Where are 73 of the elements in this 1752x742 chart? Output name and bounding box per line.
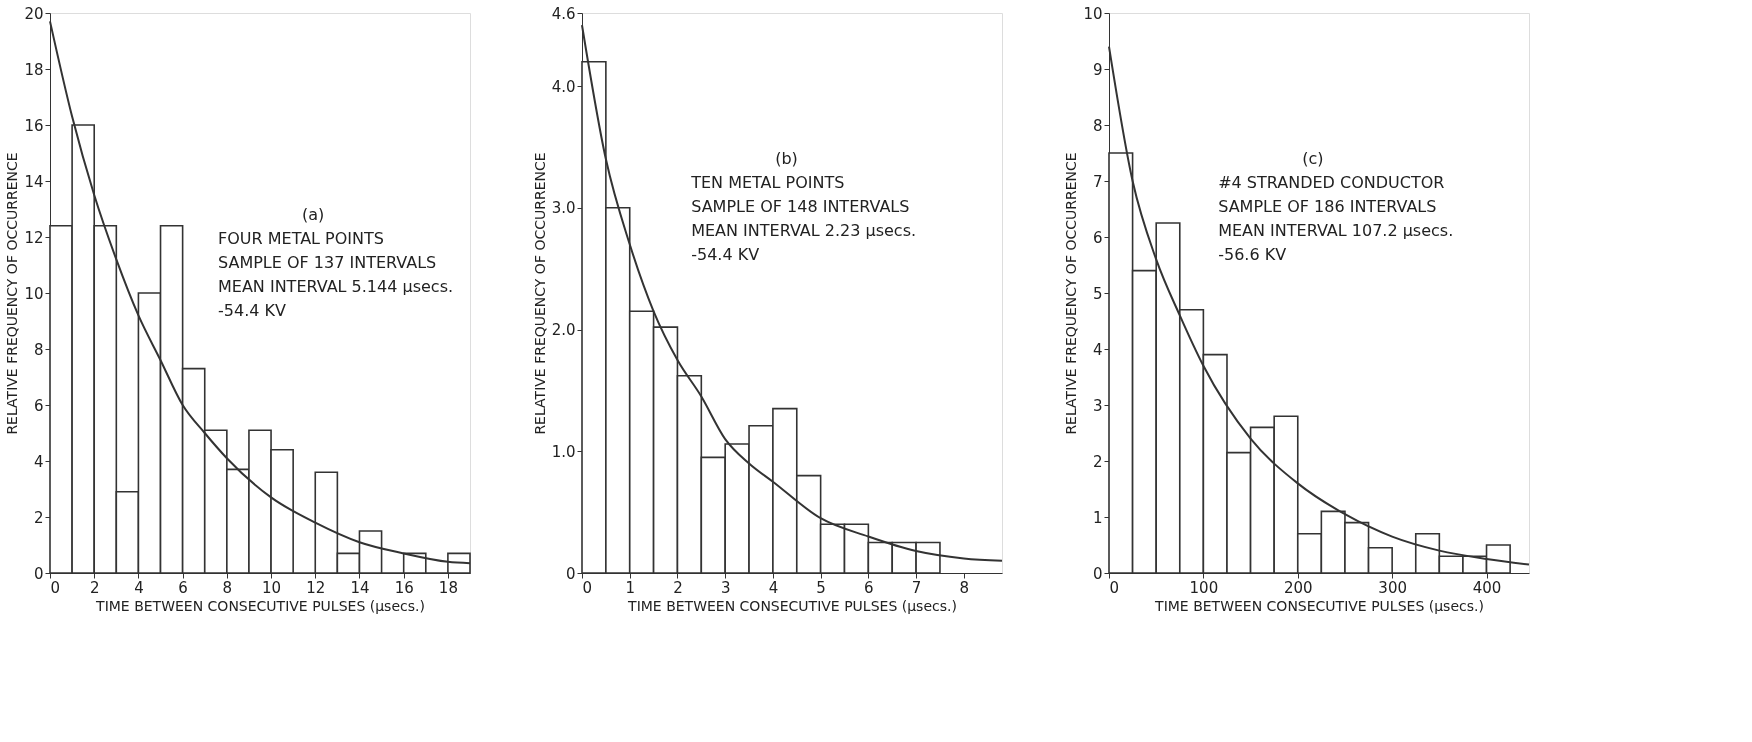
y-tick-label: 0 xyxy=(33,564,44,583)
annotation: TEN METAL POINTS xyxy=(690,172,845,192)
y-tick-label: 3.0 xyxy=(551,199,576,218)
annotation: SAMPLE OF 186 INTERVALS xyxy=(1218,196,1437,216)
y-tick-label: 4 xyxy=(1092,340,1103,359)
y-tick-label: 10 xyxy=(24,284,44,303)
x-tick-label: 0 xyxy=(582,578,593,597)
y-tick-label: 5 xyxy=(1092,284,1103,303)
y-tick-label: 2 xyxy=(1092,452,1103,471)
y-tick-label: 2 xyxy=(33,508,44,527)
y-tick-label: 1.0 xyxy=(551,442,576,461)
x-tick-label: 6 xyxy=(864,578,874,597)
y-tick-label: 16 xyxy=(24,116,44,135)
y-tick-label: 20 xyxy=(24,4,44,23)
y-tick-label: 6 xyxy=(33,396,44,415)
x-tick-label: 14 xyxy=(350,578,370,597)
y-tick-label: 8 xyxy=(33,340,44,359)
x-tick-label: 300 xyxy=(1378,578,1407,597)
x-tick-label: 16 xyxy=(394,578,414,597)
annotation: MEAN INTERVAL 2.23 μsecs. xyxy=(691,220,917,240)
x-tick-label: 18 xyxy=(438,578,458,597)
x-tick-label: 8 xyxy=(959,578,970,597)
x-tick-label: 4 xyxy=(768,578,779,597)
y-tick-label: 7 xyxy=(1092,172,1103,191)
y-tick-label: 8 xyxy=(1092,116,1103,135)
y-tick-label: 18 xyxy=(24,60,44,79)
x-axis-title: TIME BETWEEN CONSECUTIVE PULSES (μsecs.) xyxy=(95,597,425,614)
x-tick-label: 0 xyxy=(1109,578,1120,597)
y-tick-label: 3 xyxy=(1092,396,1103,415)
x-axis-title: TIME BETWEEN CONSECUTIVE PULSES (μsecs.) xyxy=(1154,597,1484,614)
x-tick-label: 12 xyxy=(306,578,326,597)
y-axis-title: RELATIVE FREQUENCY OF OCCURRENCE xyxy=(531,152,548,435)
x-tick-label: 8 xyxy=(222,578,233,597)
y-tick-label: 4 xyxy=(33,452,44,471)
annotation: #4 STRANDED CONDUCTOR xyxy=(1218,172,1445,192)
x-tick-label: 2 xyxy=(89,578,100,597)
annotation: (c) xyxy=(1302,148,1324,168)
x-axis-title: TIME BETWEEN CONSECUTIVE PULSES (μsecs.) xyxy=(627,597,957,614)
y-axis-title: RELATIVE FREQUENCY OF OCCURRENCE xyxy=(1063,152,1080,435)
x-tick-label: 6 xyxy=(178,578,188,597)
annotation: (b) xyxy=(775,148,798,168)
annotation: SAMPLE OF 137 INTERVALS xyxy=(218,252,437,272)
x-tick-label: 10 xyxy=(262,578,282,597)
annotation: SAMPLE OF 148 INTERVALS xyxy=(691,196,910,216)
x-tick-label: 0 xyxy=(50,578,61,597)
x-tick-label: 5 xyxy=(816,578,826,597)
annotation: -54.4 KV xyxy=(218,300,286,320)
x-tick-label: 7 xyxy=(911,578,922,597)
x-tick-label: 3 xyxy=(720,578,731,597)
annotation: MEAN INTERVAL 5.144 μsecs. xyxy=(218,276,454,296)
y-tick-label: 12 xyxy=(24,228,44,247)
y-tick-label: 10 xyxy=(1083,4,1103,23)
annotation: (a) xyxy=(302,204,325,224)
x-tick-label: 100 xyxy=(1189,578,1219,597)
y-tick-label: 9 xyxy=(1092,60,1103,79)
x-tick-label: 400 xyxy=(1472,578,1502,597)
annotation: -56.6 KV xyxy=(1218,244,1287,264)
y-tick-label: 0 xyxy=(565,564,576,583)
x-tick-label: 4 xyxy=(134,578,144,597)
annotation: MEAN INTERVAL 107.2 μsecs. xyxy=(1218,220,1454,240)
y-tick-label: 0 xyxy=(1092,564,1103,583)
y-tick-label: 4.6 xyxy=(551,4,576,23)
annotation: -54.4 KV xyxy=(691,244,760,264)
y-tick-label: 6 xyxy=(1092,228,1103,247)
x-tick-label: 2 xyxy=(673,578,683,597)
x-tick-label: 1 xyxy=(625,578,635,597)
y-tick-label: 2.0 xyxy=(551,321,576,340)
x-tick-label: 200 xyxy=(1283,578,1313,597)
y-tick-label: 4.0 xyxy=(551,77,576,96)
y-axis-title: RELATIVE FREQUENCY OF OCCURRENCE xyxy=(4,152,21,435)
y-tick-label: 14 xyxy=(24,172,44,191)
annotation: FOUR METAL POINTS xyxy=(218,228,384,248)
y-tick-label: 1 xyxy=(1092,508,1103,527)
